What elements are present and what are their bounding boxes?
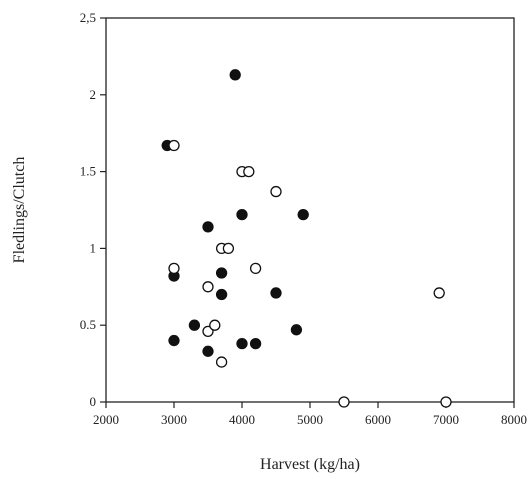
x-axis: 2000 3000 4000 5000 6000 7000 8000 bbox=[93, 402, 527, 427]
open-data-point bbox=[243, 165, 255, 178]
y-axis: 0 0.5 1 1.5 2 2,5 bbox=[80, 10, 106, 409]
y-tick-label: 2,5 bbox=[80, 10, 96, 25]
filled-data-point bbox=[202, 345, 214, 357]
open-data-point bbox=[433, 287, 445, 299]
open-data-point bbox=[168, 139, 180, 152]
open-data-point bbox=[209, 319, 221, 331]
filled-data-point bbox=[188, 319, 201, 331]
open-data-point bbox=[249, 262, 262, 275]
y-tick-label: 1 bbox=[90, 240, 97, 255]
x-tick-label: 5000 bbox=[297, 412, 323, 427]
open-data-point bbox=[338, 396, 350, 408]
filled-data-point bbox=[290, 324, 303, 336]
x-tick-label: 6000 bbox=[365, 412, 391, 427]
x-tick-label: 4000 bbox=[229, 412, 255, 427]
filled-data-point bbox=[236, 337, 248, 350]
x-axis-label: Harvest (kg/ha) bbox=[260, 456, 360, 473]
filled-data-point bbox=[297, 208, 309, 221]
y-axis-label: Fledlings/Clutch bbox=[11, 157, 28, 264]
filled-data-point bbox=[168, 334, 180, 347]
x-tick-label: 8000 bbox=[501, 412, 527, 427]
plot-frame bbox=[105, 17, 515, 403]
filled-data-point bbox=[236, 208, 248, 221]
open-data-point bbox=[270, 185, 282, 198]
open-data-point bbox=[222, 242, 235, 255]
x-tick-label: 3000 bbox=[161, 412, 187, 427]
open-data-point bbox=[440, 396, 452, 408]
filled-data-point bbox=[249, 337, 262, 350]
x-tick-label: 7000 bbox=[433, 412, 459, 427]
data-points bbox=[161, 69, 452, 408]
filled-data-point bbox=[202, 221, 214, 233]
y-tick-label: 0.5 bbox=[80, 317, 96, 332]
filled-data-point bbox=[215, 267, 228, 279]
filled-data-point bbox=[215, 288, 228, 301]
filled-data-point bbox=[229, 69, 241, 81]
open-data-point bbox=[202, 281, 214, 293]
y-tick-label: 2 bbox=[90, 87, 97, 102]
filled-data-point bbox=[270, 287, 282, 299]
x-tick-label: 2000 bbox=[93, 412, 119, 427]
open-data-point bbox=[168, 262, 180, 275]
y-tick-label: 0 bbox=[90, 394, 97, 409]
open-data-point bbox=[215, 356, 228, 368]
y-tick-label: 1.5 bbox=[80, 164, 96, 179]
